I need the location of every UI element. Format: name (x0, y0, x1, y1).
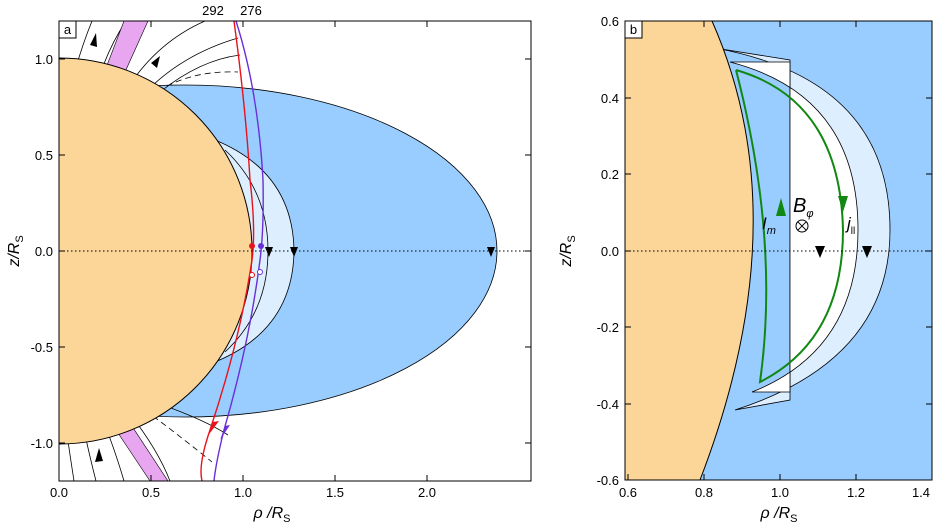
orbit-276-arrow (220, 425, 230, 440)
orbit-292-arrow (207, 421, 219, 437)
y-tick-a-0: 1.0 (35, 52, 53, 67)
y-tick-b-3: 0.0 (601, 244, 619, 259)
panel-a-ticks (58, 21, 531, 481)
eq-arrow-1 (265, 247, 273, 257)
y-axis-label-b: z/RS (558, 235, 578, 267)
eq-arrow-b-2 (862, 246, 872, 258)
panel-a: 0.0 0.5 1.0 1.5 2.0 1.0 0.5 0.0 -0.5 -1.… (6, 3, 532, 525)
y-tick-b-6: -0.6 (597, 473, 619, 488)
y-tick-a-2: 0.0 (35, 244, 53, 259)
current-loop (735, 69, 845, 384)
field-into-page-icon (795, 219, 809, 233)
panel-a-label: a (64, 22, 72, 37)
y-tick-a-3: -0.5 (31, 340, 53, 355)
x-tick-b-1: 0.8 (695, 485, 713, 500)
current-arrow-up (776, 198, 786, 216)
y-tick-b-0: 0.6 (601, 14, 619, 29)
x-tick-b-2: 1.0 (771, 485, 789, 500)
x-axis-label-a: ρ /RS (253, 505, 291, 525)
field-arrow-north (90, 33, 97, 47)
y-tick-b-4: -0.2 (597, 320, 619, 335)
y-tick-b-5: -0.4 (597, 397, 619, 412)
x-tick-b-4: 1.4 (912, 485, 930, 500)
orbit-276-open-point (257, 269, 263, 275)
x-tick-b-0: 0.6 (619, 485, 637, 500)
x-tick-a-3: 1.5 (326, 485, 344, 500)
panel-b-label: b (630, 22, 637, 37)
eq-arrow-2 (290, 247, 298, 257)
field-label: Bφ (793, 195, 814, 220)
panel-b-label-box (624, 20, 643, 39)
current-arrow-down (838, 196, 848, 212)
orbit-292-label: 292 (202, 3, 224, 18)
parallel-current-label: jll (845, 214, 855, 237)
orbit-276-label: 276 (240, 3, 262, 18)
current-label: Im (762, 214, 776, 237)
x-tick-a-2: 1.0 (234, 485, 252, 500)
x-axis-label-b: ρ /RS (760, 505, 798, 525)
y-tick-b-1: 0.4 (601, 91, 619, 106)
x-tick-b-3: 1.2 (847, 485, 865, 500)
y-tick-b-2: 0.2 (601, 167, 619, 182)
y-tick-a-4: -1.0 (31, 436, 53, 451)
eq-arrow-3 (487, 247, 495, 257)
y-tick-a-1: 0.5 (35, 148, 53, 163)
x-tick-a-0: 0.0 (50, 485, 68, 500)
y-axis-label-a: z/RS (6, 235, 26, 267)
field-arrow-south (95, 448, 103, 462)
x-tick-a-4: 2.0 (418, 485, 436, 500)
field-arrow-north-2 (151, 56, 160, 68)
panel-a-label-box (58, 20, 77, 39)
panel-b: Im Bφ jll 0.6 0.8 1.0 1.2 1.4 0.6 0.4 0.… (558, 14, 933, 525)
orbit-292-point (249, 243, 255, 249)
x-tick-a-1: 0.5 (142, 485, 160, 500)
orbit-276-point (258, 243, 264, 249)
eq-arrow-b-1 (815, 246, 825, 258)
orbit-292-open-point (249, 272, 255, 278)
